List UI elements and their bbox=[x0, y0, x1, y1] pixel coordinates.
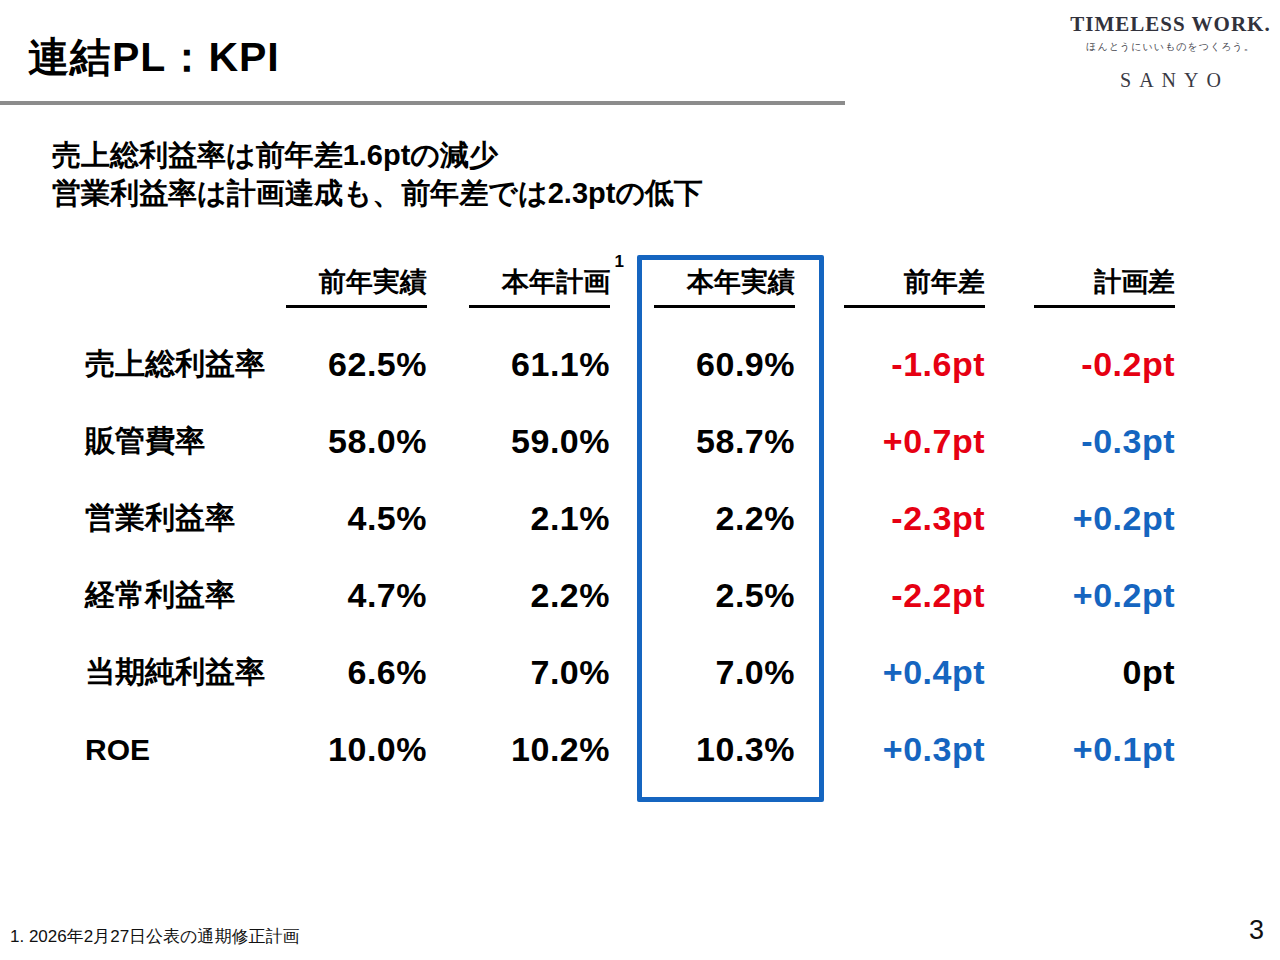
col-header-prev-diff: 前年差 bbox=[795, 264, 985, 308]
actual-value: 7.0% bbox=[610, 653, 795, 692]
col-header-plan: 本年計画1 bbox=[427, 264, 610, 308]
prev-diff-value: +0.7pt bbox=[795, 422, 985, 461]
table-row-ordinary-margin: 経常利益率 4.7% 2.2% 2.5% -2.2pt +0.2pt bbox=[85, 557, 1175, 634]
col-header-plan-diff: 計画差 bbox=[985, 264, 1175, 308]
page-number: 3 bbox=[1249, 915, 1264, 946]
slide-title: 連結PL：KPI bbox=[28, 30, 280, 85]
footnote-marker: 1 bbox=[615, 252, 624, 272]
plan-value: 61.1% bbox=[427, 345, 610, 384]
prev-actual-value: 10.0% bbox=[285, 730, 427, 769]
plan-diff-value: -0.2pt bbox=[985, 345, 1175, 384]
prev-actual-value: 4.7% bbox=[285, 576, 427, 615]
row-label: ROE bbox=[85, 733, 285, 767]
plan-diff-value: -0.3pt bbox=[985, 422, 1175, 461]
plan-value: 10.2% bbox=[427, 730, 610, 769]
plan-value: 2.2% bbox=[427, 576, 610, 615]
prev-diff-value: -1.6pt bbox=[795, 345, 985, 384]
table-row-operating-margin: 営業利益率 4.5% 2.1% 2.2% -2.3pt +0.2pt bbox=[85, 480, 1175, 557]
prev-diff-value: -2.3pt bbox=[795, 499, 985, 538]
logo-brand-text: TIMELESS WORK. bbox=[1068, 12, 1273, 37]
actual-value: 2.5% bbox=[610, 576, 795, 615]
plan-diff-value: 0pt bbox=[985, 653, 1175, 692]
footnote: 1. 2026年2月27日公表の通期修正計画 bbox=[10, 925, 299, 948]
actual-value: 10.3% bbox=[610, 730, 795, 769]
plan-value: 59.0% bbox=[427, 422, 610, 461]
key-message: 売上総利益率は前年差1.6ptの減少 営業利益率は計画達成も、前年差では2.3p… bbox=[52, 136, 703, 212]
logo-company-name: SANYO bbox=[1068, 69, 1273, 92]
key-message-line-1: 売上総利益率は前年差1.6ptの減少 bbox=[52, 136, 703, 174]
row-label: 経常利益率 bbox=[85, 575, 285, 616]
company-logo: TIMELESS WORK. ほんとうにいいものをつくろう。 SANYO bbox=[1068, 12, 1273, 92]
prev-diff-value: +0.3pt bbox=[795, 730, 985, 769]
prev-actual-value: 62.5% bbox=[285, 345, 427, 384]
col-header-actual: 本年実績 bbox=[610, 264, 795, 308]
prev-actual-value: 6.6% bbox=[285, 653, 427, 692]
plan-diff-value: +0.2pt bbox=[985, 499, 1175, 538]
table-row-sga-ratio: 販管費率 58.0% 59.0% 58.7% +0.7pt -0.3pt bbox=[85, 403, 1175, 480]
row-label: 販管費率 bbox=[85, 421, 285, 462]
plan-diff-value: +0.1pt bbox=[985, 730, 1175, 769]
prev-actual-value: 4.5% bbox=[285, 499, 427, 538]
row-label: 当期純利益率 bbox=[85, 652, 285, 693]
actual-value: 60.9% bbox=[610, 345, 795, 384]
row-label: 売上総利益率 bbox=[85, 344, 285, 385]
key-message-line-2: 営業利益率は計画達成も、前年差では2.3ptの低下 bbox=[52, 174, 703, 212]
title-divider bbox=[0, 101, 845, 105]
plan-value: 7.0% bbox=[427, 653, 610, 692]
prev-diff-value: +0.4pt bbox=[795, 653, 985, 692]
logo-tagline-text: ほんとうにいいものをつくろう。 bbox=[1068, 40, 1273, 54]
plan-diff-value: +0.2pt bbox=[985, 576, 1175, 615]
table-row-roe: ROE 10.0% 10.2% 10.3% +0.3pt +0.1pt bbox=[85, 711, 1175, 788]
prev-diff-value: -2.2pt bbox=[795, 576, 985, 615]
prev-actual-value: 58.0% bbox=[285, 422, 427, 461]
actual-value: 2.2% bbox=[610, 499, 795, 538]
row-label: 営業利益率 bbox=[85, 498, 285, 539]
kpi-table: 前年実績 本年計画1 本年実績 前年差 計画差 売上総利益率 62.5% 61.… bbox=[85, 260, 1175, 788]
col-header-prev-actual: 前年実績 bbox=[285, 264, 427, 308]
actual-value: 58.7% bbox=[610, 422, 795, 461]
kpi-table-header-row: 前年実績 本年計画1 本年実績 前年差 計画差 bbox=[85, 260, 1175, 308]
plan-value: 2.1% bbox=[427, 499, 610, 538]
table-row-net-margin: 当期純利益率 6.6% 7.0% 7.0% +0.4pt 0pt bbox=[85, 634, 1175, 711]
table-row-gross-margin: 売上総利益率 62.5% 61.1% 60.9% -1.6pt -0.2pt bbox=[85, 326, 1175, 403]
